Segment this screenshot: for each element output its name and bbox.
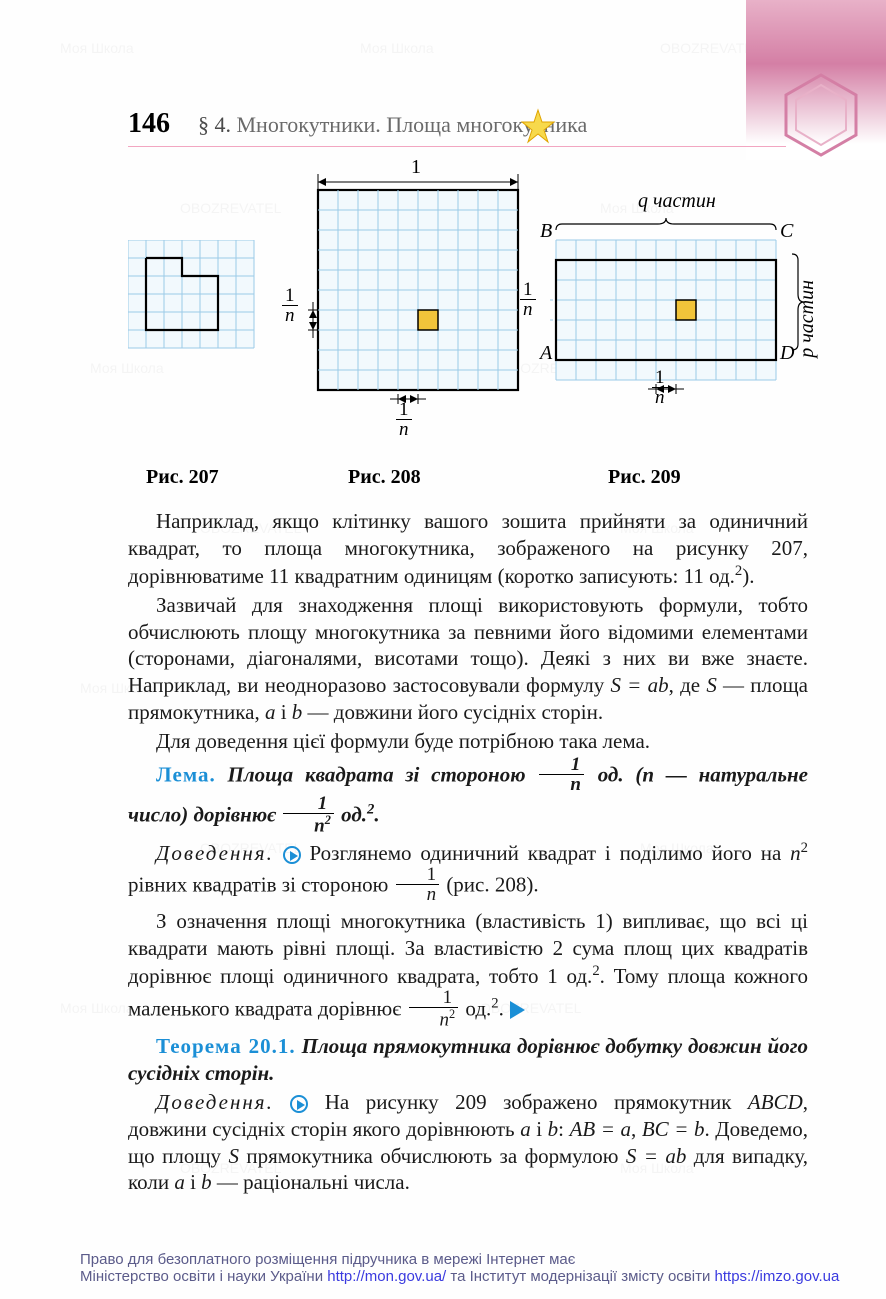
qed-triangle-icon [510, 1001, 525, 1019]
proof-label: Доведення. [156, 841, 274, 865]
play-icon [283, 846, 301, 864]
page-number: 146 [128, 108, 170, 140]
star-icon [520, 108, 556, 149]
proof-1: Доведення. Розглянемо одиничний квадрат … [128, 839, 808, 906]
footer-line2: Міністерство освіти і науки України http… [80, 1268, 839, 1285]
figure-207 [128, 240, 258, 352]
proof-label2: Доведення. [156, 1090, 274, 1114]
page-header: 146 § 4. Многокутники. Площа многокутник… [128, 108, 786, 147]
footer-link2[interactable]: https://imzo.gov.ua [715, 1268, 840, 1285]
fig209-svg [548, 214, 808, 414]
fig208-bottom-frac: 1n [394, 402, 414, 441]
fig209-caption: Рис. 209 [608, 466, 681, 489]
proof-2: Доведення. На рисунку 209 зображено прям… [128, 1089, 808, 1197]
fig208-top-label: 1 [411, 156, 421, 179]
para-5: З означення площі многокутника (властиві… [128, 908, 808, 1031]
figure-209: q частин p частин [548, 190, 808, 414]
fig208-left-frac: 1n [280, 288, 300, 327]
fig209-A: A [540, 342, 552, 365]
fig209-left-frac: 1n [518, 282, 538, 321]
figures-row: Рис. 207 [128, 160, 806, 500]
hexagon-decor [776, 70, 866, 160]
fig209-C: C [780, 220, 793, 243]
fig209-bottom-frac: 1n [650, 370, 670, 409]
footer: Право для безоплатного розміщення підруч… [80, 1251, 839, 1285]
chapter-prefix: § 4. [198, 112, 231, 137]
lemma: Лема. Площа квадрата зі стороною 1n од. … [128, 757, 808, 837]
fig209-q-label: q частин [638, 190, 716, 213]
para-1: Наприклад, якщо клітинку вашого зошита п… [128, 508, 808, 590]
para-2: Зазвичай для знаходження площі використо… [128, 592, 808, 726]
body-text: Наприклад, якщо клітинку вашого зошита п… [128, 508, 808, 1198]
footer-line1: Право для безоплатного розміщення підруч… [80, 1251, 839, 1268]
para-3: Для доведення цієї формули буде потрібно… [128, 728, 808, 755]
fig207-caption: Рис. 207 [146, 466, 219, 489]
fig209-p-label: p частин [796, 280, 819, 358]
lemma-label: Лема. [156, 762, 216, 786]
play-icon [290, 1095, 308, 1113]
theorem: Теорема 20.1. Площа прямокутника дорівню… [128, 1033, 808, 1087]
theorem-label: Теорема 20.1. [156, 1034, 296, 1058]
fig207-svg [128, 240, 258, 352]
fig208-caption: Рис. 208 [348, 466, 421, 489]
figure-208: 1 1n 1n [308, 160, 528, 450]
fig208-svg [308, 160, 528, 450]
fig209-D: D [780, 342, 794, 365]
footer-link1[interactable]: http://mon.gov.ua/ [327, 1268, 446, 1285]
fig209-B: B [540, 220, 552, 243]
